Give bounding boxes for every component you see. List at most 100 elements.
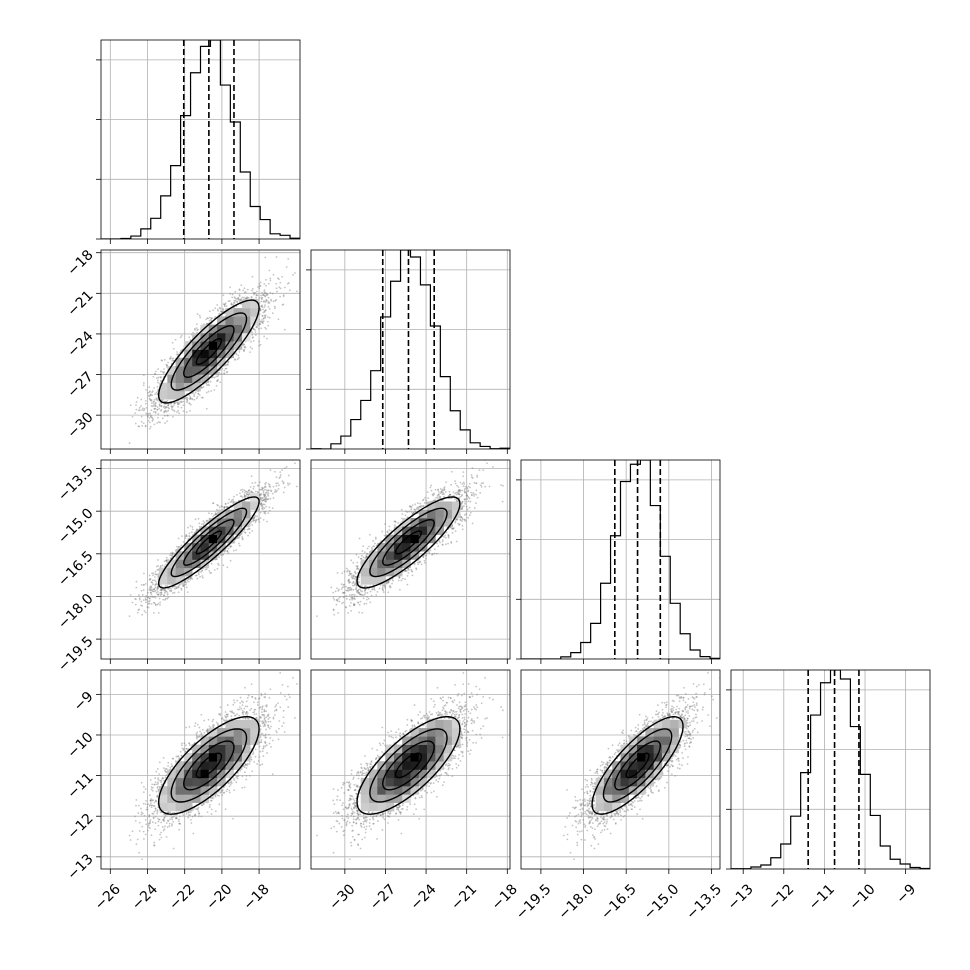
scatter-point	[422, 787, 424, 789]
scatter-point	[218, 794, 220, 797]
scatter-point	[602, 818, 605, 821]
scatter-point	[194, 722, 197, 725]
scatter-point	[355, 818, 358, 821]
scatter-point	[154, 584, 157, 586]
scatter-point	[183, 742, 186, 744]
scatter-point	[355, 584, 358, 587]
scatter-point	[146, 413, 149, 416]
scatter-point	[466, 494, 469, 497]
scatter-point	[453, 699, 456, 702]
density-cell	[250, 719, 259, 729]
scatter-point	[210, 799, 212, 802]
scatter-point	[350, 587, 353, 590]
scatter-point	[140, 604, 142, 607]
scatter-point	[376, 590, 379, 593]
scatter-point	[160, 836, 163, 839]
scatter-point	[212, 309, 215, 312]
scatter-point	[146, 829, 149, 832]
density-cell	[217, 744, 226, 754]
scatter-point	[261, 732, 264, 735]
scatter-point	[583, 798, 586, 801]
scatter-point	[414, 503, 417, 506]
scatter-point	[134, 815, 136, 818]
scatter-point	[363, 590, 366, 592]
scatter-point	[469, 500, 472, 503]
scatter-point	[346, 820, 349, 823]
scatter-point	[365, 555, 368, 558]
scatter-point	[270, 489, 272, 492]
scatter-point	[679, 740, 682, 743]
scatter-point	[193, 814, 196, 817]
scatter-point	[340, 786, 343, 789]
scatter-point	[439, 495, 442, 498]
scatter-point	[398, 576, 401, 579]
density-cell	[183, 366, 193, 375]
scatter-point	[352, 581, 355, 584]
scatter-point	[269, 279, 272, 282]
scatter-point	[212, 502, 215, 504]
scatter-point	[459, 518, 462, 521]
scatter-point	[463, 718, 466, 721]
scatter-point	[267, 733, 270, 736]
density-cell	[427, 518, 436, 527]
scatter-point	[187, 811, 190, 814]
scatter-point	[359, 771, 362, 774]
scatter-point	[679, 696, 681, 699]
scatter-point	[488, 696, 491, 699]
scatter-point	[389, 811, 392, 813]
scatter-point	[243, 711, 245, 713]
scatter-point	[164, 598, 166, 601]
scatter-point	[225, 371, 228, 374]
scatter-point	[281, 725, 284, 728]
scatter-point	[374, 536, 377, 539]
scatter-point	[223, 719, 226, 722]
scatter-point	[250, 340, 252, 343]
scatter-point	[352, 588, 355, 591]
scatter-point	[254, 292, 257, 294]
scatter-point	[402, 802, 404, 805]
scatter-point	[449, 493, 452, 496]
scatter-point	[349, 794, 352, 797]
scatter-point	[369, 766, 372, 769]
scatter-point	[215, 513, 218, 515]
scatter-point	[473, 707, 476, 710]
scatter-point	[597, 823, 600, 826]
scatter-point	[149, 799, 152, 802]
scatter-point	[239, 299, 242, 302]
scatter-point	[661, 701, 664, 704]
scatter-point	[219, 554, 222, 556]
scatter-point	[432, 706, 435, 708]
scatter-point	[367, 768, 370, 770]
scatter-point	[265, 300, 268, 302]
scatter-point	[189, 578, 191, 581]
scatter-point	[245, 490, 248, 493]
scatter-point	[347, 574, 350, 577]
scatter-point	[365, 816, 367, 819]
scatter-point	[263, 507, 266, 510]
scatter-point	[156, 812, 159, 815]
scatter-point	[463, 716, 466, 719]
scatter-point	[352, 815, 355, 818]
x-tick-label: −30	[326, 881, 358, 913]
scatter-point	[251, 695, 254, 698]
scatter-point	[265, 505, 268, 508]
scatter-point	[141, 409, 144, 412]
scatter-point	[475, 708, 477, 711]
density-cell	[200, 559, 210, 569]
scatter-point	[161, 564, 164, 567]
scatter-point	[262, 493, 265, 496]
scatter-point	[206, 729, 209, 732]
scatter-point	[185, 744, 187, 747]
scatter-point	[154, 589, 157, 592]
scatter-point	[265, 716, 268, 719]
scatter-point	[352, 778, 355, 780]
scatter-point	[452, 491, 455, 493]
density-cell	[200, 794, 210, 803]
scatter-point	[587, 816, 590, 819]
scatter-point	[188, 402, 191, 405]
scatter-point	[258, 741, 261, 744]
scatter-point	[244, 764, 247, 766]
scatter-point	[240, 299, 242, 302]
scatter-point	[424, 561, 426, 564]
scatter-point	[164, 422, 166, 424]
